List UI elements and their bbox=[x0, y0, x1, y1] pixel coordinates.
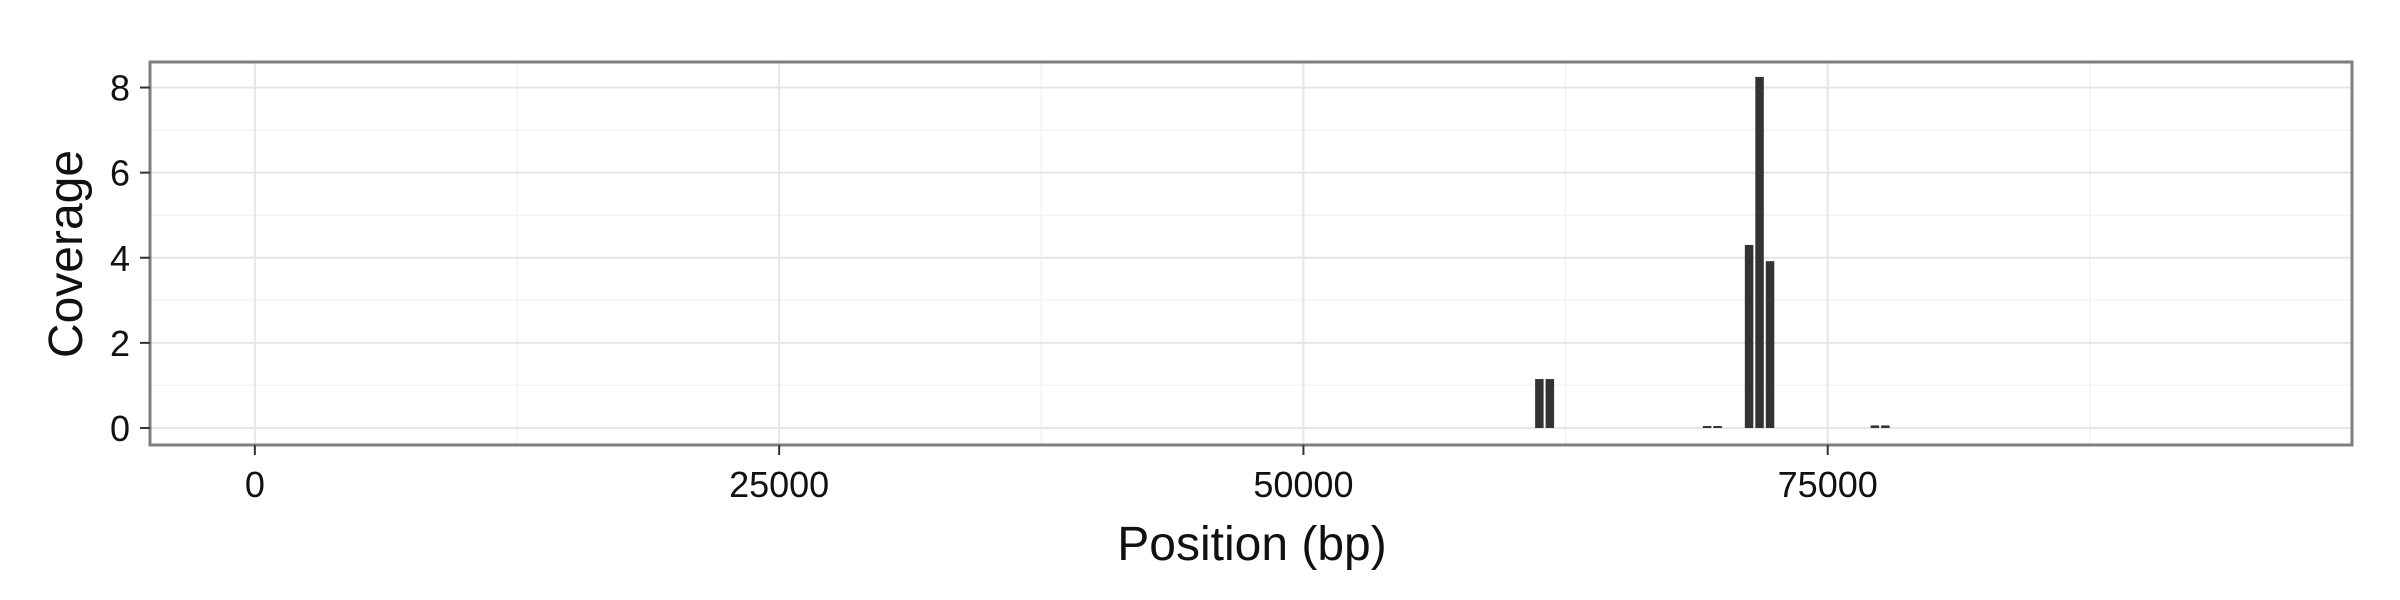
coverage-bar bbox=[1713, 425, 1722, 428]
x-tick-label: 75000 bbox=[1778, 464, 1878, 505]
coverage-bar bbox=[1744, 244, 1754, 428]
coverage-bar bbox=[1535, 379, 1544, 428]
minor-grid bbox=[150, 62, 2352, 445]
coverage-bar bbox=[1545, 379, 1555, 428]
x-axis: 0 25000 50000 75000 bbox=[245, 445, 1878, 505]
y-tick-label: 4 bbox=[110, 238, 130, 279]
x-tick-label: 0 bbox=[245, 464, 265, 505]
x-axis-title: Position (bp) bbox=[1117, 518, 1386, 571]
y-axis-title: Coverage bbox=[40, 150, 93, 358]
x-tick-label: 25000 bbox=[729, 464, 829, 505]
y-tick-label: 2 bbox=[110, 323, 130, 364]
y-tick-label: 0 bbox=[110, 408, 130, 449]
coverage-bar bbox=[1755, 76, 1764, 428]
y-tick-label: 6 bbox=[110, 153, 130, 194]
x-tick-label: 50000 bbox=[1253, 464, 1353, 505]
coverage-bars bbox=[1535, 76, 1890, 428]
plot-panel bbox=[150, 62, 2352, 445]
coverage-bar bbox=[1765, 261, 1775, 428]
coverage-bar bbox=[1702, 425, 1712, 428]
coverage-bar bbox=[1881, 425, 1890, 428]
coverage-bar bbox=[1870, 425, 1880, 428]
plot-panel-border bbox=[148, 60, 2354, 447]
y-axis: 0 2 4 6 8 bbox=[110, 68, 150, 449]
y-tick-label: 8 bbox=[110, 68, 130, 109]
